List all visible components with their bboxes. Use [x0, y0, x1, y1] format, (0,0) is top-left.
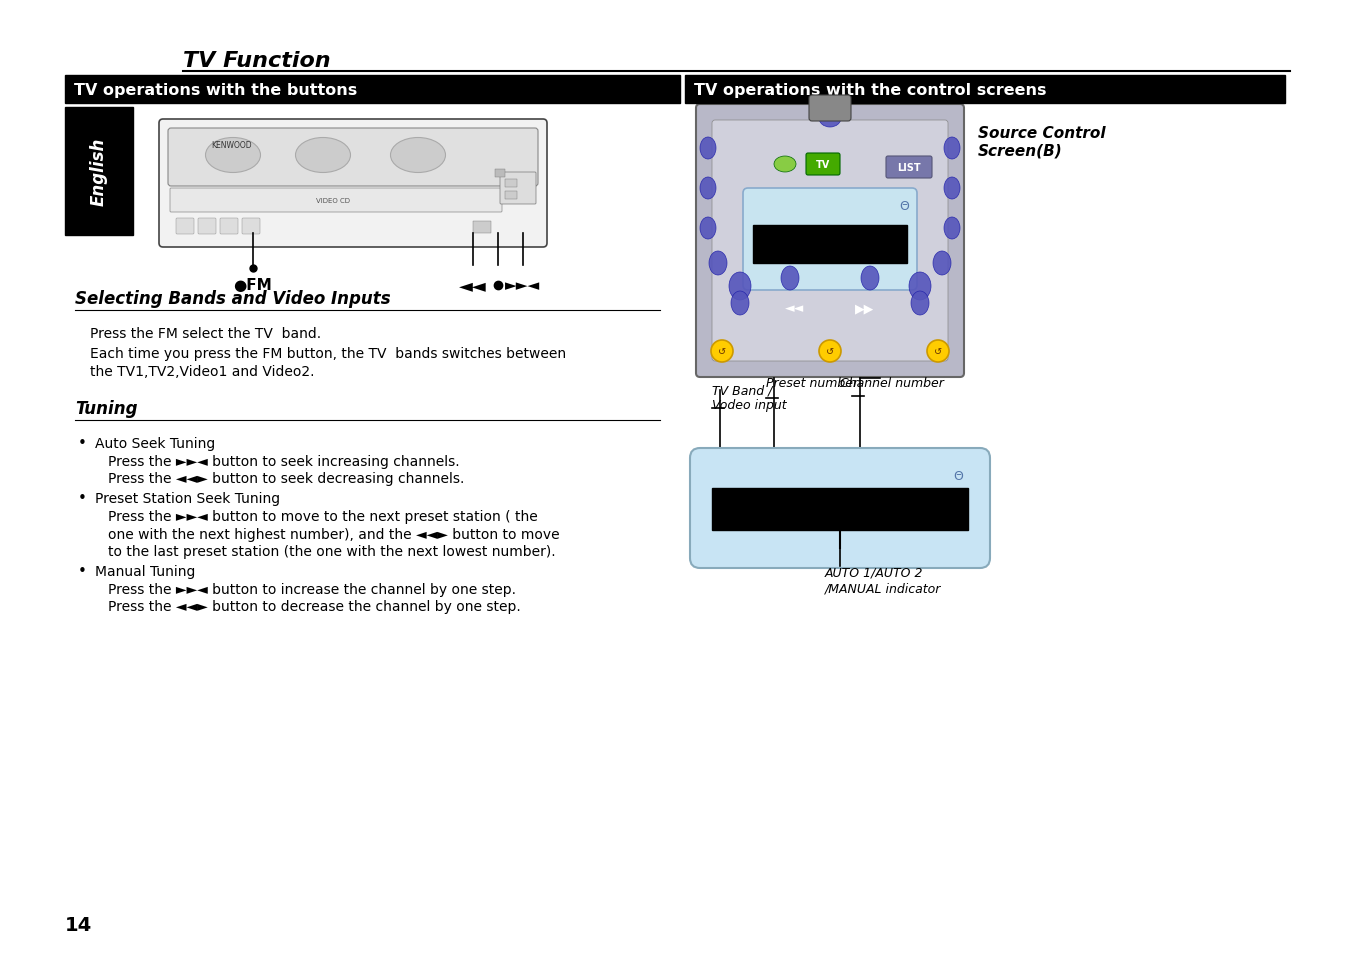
FancyBboxPatch shape	[159, 120, 547, 248]
Text: AUTO 1/AUTO 2
/MANUAL indicator: AUTO 1/AUTO 2 /MANUAL indicator	[825, 566, 942, 595]
Ellipse shape	[944, 218, 961, 240]
Text: VIDEO CD: VIDEO CD	[316, 198, 350, 204]
Ellipse shape	[296, 138, 350, 173]
Ellipse shape	[774, 157, 796, 172]
Text: one with the next highest number), and the ◄◄► button to move: one with the next highest number), and t…	[108, 527, 559, 541]
Ellipse shape	[711, 340, 734, 363]
Ellipse shape	[700, 178, 716, 200]
FancyBboxPatch shape	[743, 189, 917, 291]
FancyBboxPatch shape	[500, 172, 536, 205]
Text: TV Band /
Vodeo input: TV Band / Vodeo input	[712, 384, 786, 412]
Text: Press the ►►◄ button to increase the channel by one step.: Press the ►►◄ button to increase the cha…	[108, 582, 516, 597]
Bar	[65, 76, 680, 104]
Text: Selecting Bands and Video Inputs: Selecting Bands and Video Inputs	[76, 290, 390, 308]
Bar	[505, 180, 517, 188]
Ellipse shape	[819, 340, 842, 363]
FancyBboxPatch shape	[176, 219, 195, 234]
FancyBboxPatch shape	[242, 219, 259, 234]
FancyBboxPatch shape	[696, 105, 965, 377]
Text: Channel number: Channel number	[840, 376, 944, 390]
Ellipse shape	[909, 273, 931, 301]
Text: Θ: Θ	[898, 199, 909, 213]
Ellipse shape	[944, 178, 961, 200]
Bar	[65, 108, 132, 235]
Bar	[685, 76, 1285, 104]
Ellipse shape	[911, 292, 929, 315]
Ellipse shape	[934, 252, 951, 275]
FancyBboxPatch shape	[809, 96, 851, 122]
Ellipse shape	[927, 340, 948, 363]
Text: ►►◄: ►►◄	[505, 278, 540, 294]
Text: the TV1,TV2,Video1 and Video2.: the TV1,TV2,Video1 and Video2.	[91, 365, 315, 378]
Text: LIST: LIST	[897, 163, 921, 172]
Text: Press the ◄◄► button to seek decreasing channels.: Press the ◄◄► button to seek decreasing …	[108, 472, 465, 485]
Text: TV operations with the control screens: TV operations with the control screens	[694, 82, 1047, 97]
Text: Preset number: Preset number	[766, 376, 858, 390]
Bar	[494, 170, 505, 178]
Ellipse shape	[819, 110, 842, 128]
Ellipse shape	[944, 138, 961, 160]
Text: TV: TV	[816, 160, 830, 170]
Text: 14: 14	[65, 916, 92, 935]
Text: Manual Tuning: Manual Tuning	[95, 564, 196, 578]
Text: KENWOOD: KENWOOD	[211, 140, 251, 150]
FancyBboxPatch shape	[220, 219, 238, 234]
FancyBboxPatch shape	[168, 129, 538, 187]
Ellipse shape	[700, 218, 716, 240]
Ellipse shape	[781, 267, 798, 291]
Text: Tuning: Tuning	[76, 399, 138, 417]
Text: Press the ►►◄ button to move to the next preset station ( the: Press the ►►◄ button to move to the next…	[108, 510, 538, 523]
Ellipse shape	[390, 138, 446, 173]
Text: Source Control
Screen(B): Source Control Screen(B)	[978, 126, 1105, 158]
Text: ◄◄: ◄◄	[785, 302, 805, 315]
Text: •: •	[77, 436, 86, 451]
Text: English: English	[91, 137, 108, 206]
Text: ▶▶: ▶▶	[855, 302, 874, 315]
Text: ↺: ↺	[717, 347, 725, 356]
Text: ↺: ↺	[934, 347, 942, 356]
Text: TV Function: TV Function	[182, 51, 331, 71]
Ellipse shape	[731, 292, 748, 315]
Text: Θ: Θ	[952, 470, 963, 483]
Bar	[505, 192, 517, 200]
FancyBboxPatch shape	[170, 189, 503, 213]
FancyBboxPatch shape	[199, 219, 216, 234]
Text: Press the ◄◄► button to decrease the channel by one step.: Press the ◄◄► button to decrease the cha…	[108, 599, 520, 614]
Ellipse shape	[709, 252, 727, 275]
Text: ◄◄: ◄◄	[459, 276, 486, 294]
Ellipse shape	[730, 273, 751, 301]
FancyBboxPatch shape	[690, 449, 990, 568]
Text: Press the ►►◄ button to seek increasing channels.: Press the ►►◄ button to seek increasing …	[108, 455, 459, 469]
Text: Each time you press the FM button, the TV  bands switches between: Each time you press the FM button, the T…	[91, 347, 566, 360]
Text: •: •	[77, 564, 86, 578]
Text: Preset Station Seek Tuning: Preset Station Seek Tuning	[95, 492, 280, 505]
Text: ●FM: ●FM	[234, 278, 273, 294]
Bar	[473, 222, 490, 233]
FancyBboxPatch shape	[807, 153, 840, 175]
Text: Press the FM select the TV  band.: Press the FM select the TV band.	[91, 327, 322, 340]
Ellipse shape	[700, 138, 716, 160]
Text: •: •	[77, 491, 86, 506]
FancyBboxPatch shape	[886, 157, 932, 179]
Text: Auto Seek Tuning: Auto Seek Tuning	[95, 436, 215, 451]
Bar	[753, 226, 907, 264]
Ellipse shape	[205, 138, 261, 173]
Ellipse shape	[861, 267, 880, 291]
Bar	[712, 489, 969, 531]
Text: TV operations with the buttons: TV operations with the buttons	[74, 82, 357, 97]
FancyBboxPatch shape	[712, 121, 948, 361]
Text: to the last preset station (the one with the next lowest number).: to the last preset station (the one with…	[108, 544, 555, 558]
Text: ↺: ↺	[825, 347, 834, 356]
